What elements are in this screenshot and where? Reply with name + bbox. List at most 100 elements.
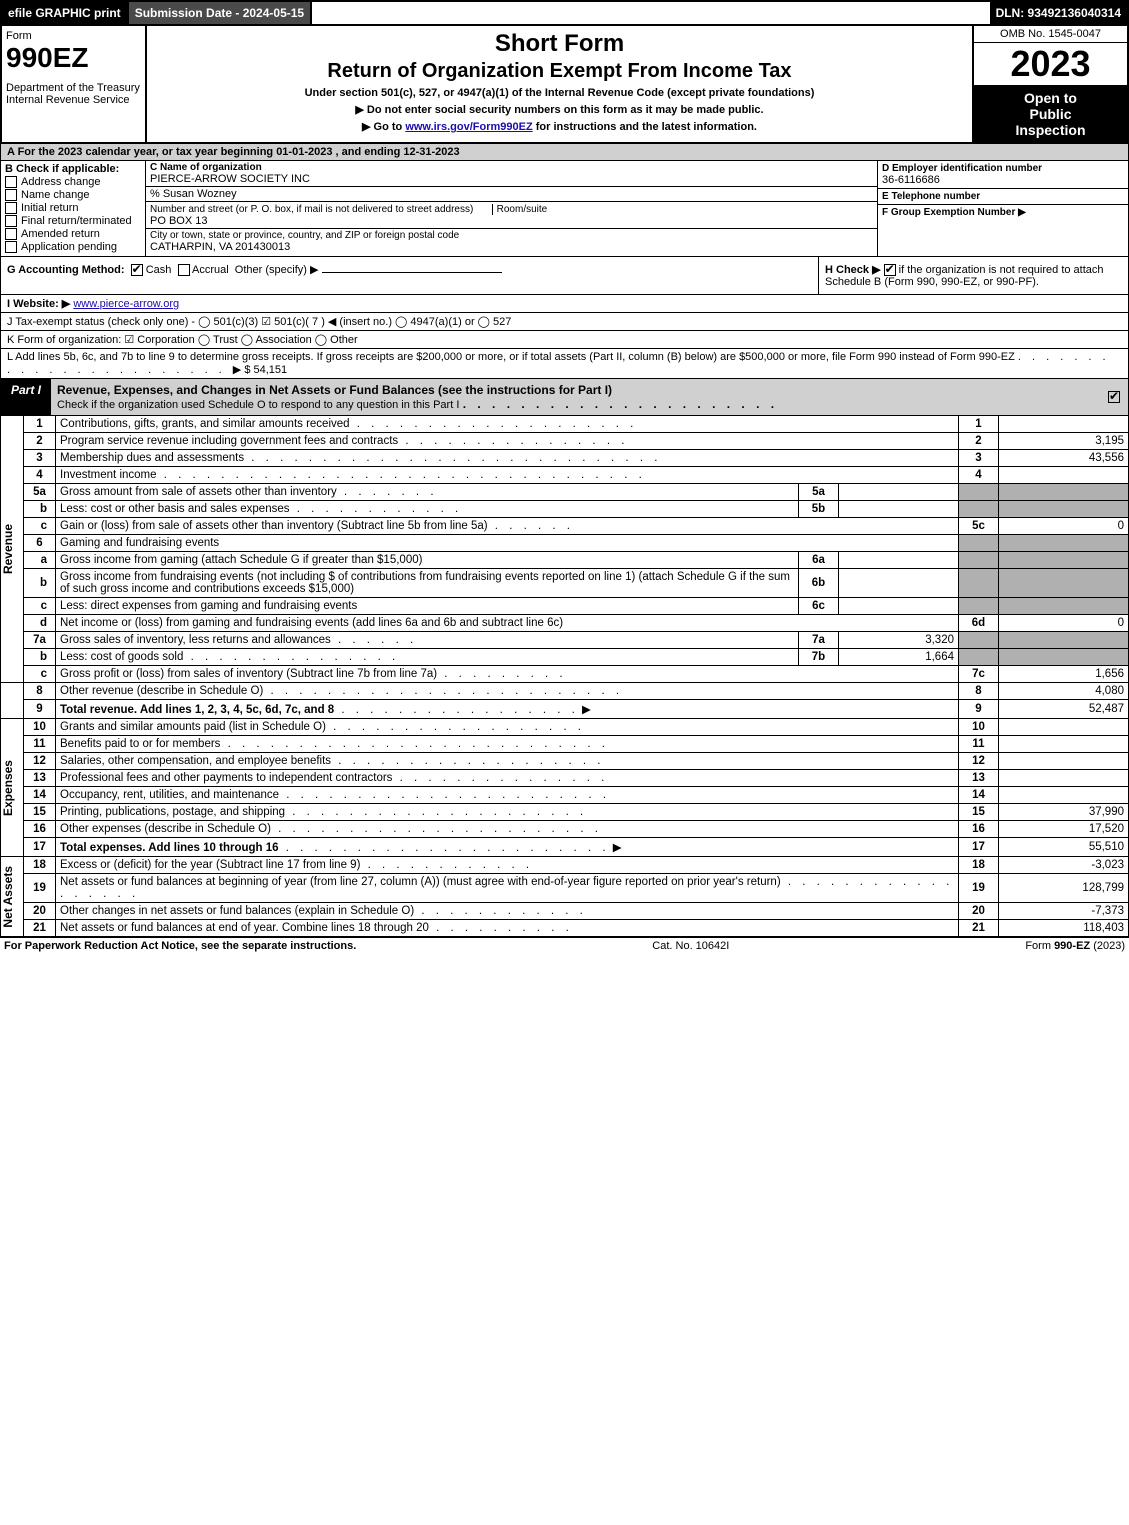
line-4: 4 Investment income . . . . . . . . . . … (1, 467, 1129, 484)
chk-address-change[interactable]: Address change (5, 176, 141, 188)
dln-label: DLN: 93492136040314 (990, 2, 1127, 24)
line-1: Revenue 1 Contributions, gifts, grants, … (1, 416, 1129, 433)
top-bar: efile GRAPHIC print Submission Date - 20… (0, 0, 1129, 26)
website-link[interactable]: www.pierce-arrow.org (73, 298, 179, 310)
chk-schedule-o[interactable] (1108, 391, 1120, 403)
part1-check (1100, 379, 1128, 415)
form-number: 990EZ (6, 42, 141, 74)
chk-cash[interactable] (131, 264, 143, 276)
row-j: J Tax-exempt status (check only one) - ◯… (0, 313, 1129, 331)
box-d-label: D Employer identification number (882, 163, 1124, 174)
chk-schedule-b[interactable] (884, 264, 896, 276)
dept-label: Department of the Treasury (6, 82, 141, 94)
checkbox-icon[interactable] (5, 215, 17, 227)
checkbox-icon[interactable] (5, 228, 17, 240)
box-b-title: B Check if applicable: (5, 163, 141, 175)
box-e-label: E Telephone number (882, 191, 1124, 202)
l-text: L Add lines 5b, 6c, and 7b to line 9 to … (7, 351, 1015, 363)
part1-tab: Part I (1, 379, 51, 415)
line-18: Net Assets 18 Excess or (deficit) for th… (1, 857, 1129, 874)
vlabel-netassets: Net Assets (1, 866, 23, 928)
short-form-title: Short Form (151, 30, 968, 58)
part1-sub: Check if the organization used Schedule … (57, 399, 459, 411)
line-13: 13 Professional fees and other payments … (1, 770, 1129, 787)
footer-left: For Paperwork Reduction Act Notice, see … (4, 940, 356, 952)
line-11: 11 Benefits paid to or for members . . .… (1, 736, 1129, 753)
line-14: 14 Occupancy, rent, utilities, and maint… (1, 787, 1129, 804)
city-label: City or town, state or province, country… (150, 230, 873, 241)
chk-amended-return[interactable]: Amended return (5, 228, 141, 240)
header-right: OMB No. 1545-0047 2023 Open to Public In… (972, 26, 1127, 142)
row-h: H Check ▶ if the organization is not req… (818, 257, 1128, 294)
city-block: City or town, state or province, country… (146, 229, 877, 254)
submission-date: Submission Date - 2024-05-15 (129, 2, 312, 24)
chk-initial-return[interactable]: Initial return (5, 202, 141, 214)
instr-ssn: ▶ Do not enter social security numbers o… (151, 103, 968, 116)
footer-mid: Cat. No. 10642I (652, 940, 729, 952)
irs-link[interactable]: www.irs.gov/Form990EZ (405, 121, 532, 133)
box-def: D Employer identification number 36-6116… (878, 161, 1128, 256)
box-c-label: C Name of organization (150, 162, 873, 173)
line-12: 12 Salaries, other compensation, and emp… (1, 753, 1129, 770)
line-21: 21 Net assets or fund balances at end of… (1, 920, 1129, 937)
line-5b: b Less: cost or other basis and sales ex… (1, 501, 1129, 518)
street-label: Number and street (or P. O. box, if mail… (150, 204, 473, 215)
line-8: 8 Other revenue (describe in Schedule O)… (1, 683, 1129, 700)
open-line3: Inspection (978, 122, 1123, 138)
h-label: H Check ▶ (825, 264, 881, 276)
open-line2: Public (978, 106, 1123, 122)
line-6a: a Gross income from gaming (attach Sched… (1, 552, 1129, 569)
chk-application-pending[interactable]: Application pending (5, 241, 141, 253)
checkbox-icon[interactable] (5, 189, 17, 201)
form-word: Form (6, 30, 141, 42)
checkbox-icon[interactable] (5, 176, 17, 188)
line-2: 2 Program service revenue including gove… (1, 433, 1129, 450)
chk-name-change[interactable]: Name change (5, 189, 141, 201)
line-17: 17 Total expenses. Add lines 10 through … (1, 838, 1129, 857)
open-line1: Open to (978, 90, 1123, 106)
instr2-post: for instructions and the latest informat… (533, 121, 757, 133)
box-f: F Group Exemption Number ▶ (878, 205, 1128, 256)
line-7a: 7a Gross sales of inventory, less return… (1, 632, 1129, 649)
box-b: B Check if applicable: Address change Na… (1, 161, 146, 256)
omb-number: OMB No. 1545-0047 (974, 26, 1127, 43)
vlabel-expenses: Expenses (1, 760, 23, 816)
lines-table: Revenue 1 Contributions, gifts, grants, … (0, 416, 1129, 937)
irs-label: Internal Revenue Service (6, 94, 141, 106)
tax-year: 2023 (974, 43, 1127, 86)
chk-final-return[interactable]: Final return/terminated (5, 215, 141, 227)
box-f-label: F Group Exemption Number ▶ (882, 207, 1124, 218)
row-i: I Website: ▶ www.pierce-arrow.org (0, 295, 1129, 313)
form-header: Form 990EZ Department of the Treasury In… (0, 26, 1129, 144)
header-center: Short Form Return of Organization Exempt… (147, 26, 972, 142)
street-value: PO BOX 13 (150, 215, 873, 227)
line-9: 9 Total revenue. Add lines 1, 2, 3, 4, 5… (1, 700, 1129, 719)
efile-label[interactable]: efile GRAPHIC print (2, 2, 129, 24)
box-c: C Name of organization PIERCE-ARROW SOCI… (146, 161, 878, 256)
subtitle: Under section 501(c), 527, or 4947(a)(1)… (151, 87, 968, 99)
box-e: E Telephone number (878, 189, 1128, 205)
line-5a: 5a Gross amount from sale of assets othe… (1, 484, 1129, 501)
room-label: Room/suite (492, 204, 548, 215)
checkbox-icon[interactable] (5, 202, 17, 214)
checkbox-icon[interactable] (5, 241, 17, 253)
line-6: 6 Gaming and fundraising events (1, 535, 1129, 552)
org-name: PIERCE-ARROW SOCIETY INC (150, 173, 873, 185)
line-15: 15 Printing, publications, postage, and … (1, 804, 1129, 821)
part1-title: Revenue, Expenses, and Changes in Net As… (51, 379, 1100, 415)
other-specify-line[interactable] (322, 272, 502, 273)
page-footer: For Paperwork Reduction Act Notice, see … (0, 937, 1129, 954)
identity-grid: B Check if applicable: Address change Na… (0, 161, 1129, 257)
l-amount: ▶ $ 54,151 (233, 364, 287, 376)
box-d: D Employer identification number 36-6116… (878, 161, 1128, 189)
spacer (312, 2, 989, 24)
line-6b: b Gross income from fundraising events (… (1, 569, 1129, 598)
part1-header: Part I Revenue, Expenses, and Changes in… (0, 379, 1129, 416)
row-a-tax-year: A For the 2023 calendar year, or tax yea… (0, 144, 1129, 161)
i-label: I Website: ▶ (7, 298, 70, 310)
chk-accrual[interactable] (178, 264, 190, 276)
line-10: Expenses 10 Grants and similar amounts p… (1, 719, 1129, 736)
vlabel-revenue: Revenue (1, 524, 23, 574)
line-3: 3 Membership dues and assessments . . . … (1, 450, 1129, 467)
line-6d: d Net income or (loss) from gaming and f… (1, 615, 1129, 632)
